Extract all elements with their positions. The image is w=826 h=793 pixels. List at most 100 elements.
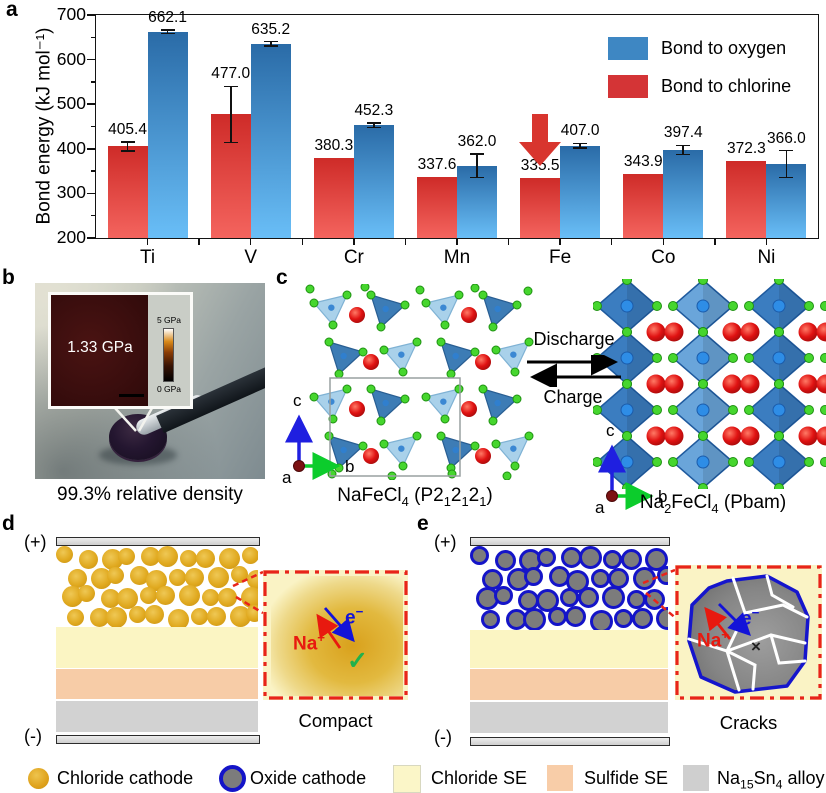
cl-atom <box>412 337 422 347</box>
a-axis-label: a <box>595 498 605 516</box>
chloride-particle <box>231 565 248 583</box>
x-tick <box>714 238 716 245</box>
legend-label-chlorine: Bond to chlorine <box>661 76 792 96</box>
cl-atom <box>774 379 784 389</box>
fe-atom <box>510 445 517 452</box>
octahedron-facet <box>703 436 733 488</box>
c-axis-label: c <box>293 391 302 410</box>
error-cap <box>676 153 691 156</box>
x-tick <box>404 238 407 245</box>
fe-atom <box>696 455 710 469</box>
cl-atom <box>305 284 315 294</box>
cl-atom <box>728 405 738 415</box>
cl-atom <box>454 384 464 394</box>
cl-atom <box>328 414 338 424</box>
cl-atom <box>652 353 662 363</box>
octahedron-facet <box>779 436 809 488</box>
electron-arrow <box>323 607 355 643</box>
bar-value-label: 372.3 <box>727 140 766 158</box>
error-cap <box>470 176 484 179</box>
error-cap <box>263 45 278 47</box>
cl-atom <box>470 347 480 357</box>
bar-value-label: 662.1 <box>148 9 187 27</box>
cl-atom <box>478 384 488 394</box>
error-cap <box>779 149 794 152</box>
oxide-particle <box>470 546 489 565</box>
oxide-particle <box>536 548 556 567</box>
na-atom <box>349 401 365 417</box>
bar-chlorine <box>107 146 148 238</box>
fe-atom <box>340 352 347 360</box>
error-cap <box>223 141 238 144</box>
na-atom <box>740 426 760 446</box>
bar-value-label: 343.9 <box>623 152 663 170</box>
octahedron-facet <box>779 384 809 436</box>
x-tick <box>198 238 200 245</box>
octahedron-facet <box>703 332 733 384</box>
error-bar <box>373 123 375 128</box>
na-atom <box>816 426 826 446</box>
negative-electrode-label-d: (-) <box>24 726 42 746</box>
cl-atom <box>470 441 480 451</box>
chloride-particle <box>169 568 186 586</box>
error-cap <box>366 122 381 125</box>
bar-value-label: 635.2 <box>251 20 291 38</box>
fe-atom <box>340 446 347 454</box>
na-atom <box>798 374 818 394</box>
bar-chlorine <box>313 157 354 238</box>
y-minor-tick <box>91 81 96 83</box>
cl-atom <box>668 405 678 415</box>
sulfide-se-layer-d <box>56 669 258 699</box>
bar-value-label: 337.6 <box>417 155 457 173</box>
b-axis-label: b <box>658 487 667 506</box>
bar-value-label: 380.3 <box>314 136 354 154</box>
cl-atom <box>309 298 319 308</box>
chart-legend: Bond to oxygen Bond to chlorine <box>608 37 791 98</box>
oxide-particle <box>656 607 668 630</box>
oxide-particle <box>614 609 633 628</box>
cl-atom <box>412 431 422 441</box>
x-category-label: V <box>244 247 258 268</box>
chloride-cathode-layer <box>56 546 258 627</box>
error-cap <box>573 142 588 145</box>
error-bar <box>126 141 129 151</box>
chloride-particle <box>219 548 240 569</box>
bar-oxygen <box>560 145 601 238</box>
bar-chlorine <box>417 176 457 238</box>
cl-atom <box>379 439 389 449</box>
nafecl4-caption: NaFeCl4 (P212121) <box>337 485 493 509</box>
error-bar <box>476 154 478 178</box>
chloride-particle <box>78 585 95 602</box>
chloride-particle <box>141 547 160 566</box>
cl-atom <box>804 405 814 415</box>
charge-label: Charge <box>543 387 603 407</box>
oxide-particle <box>523 608 546 630</box>
oxide-particle <box>493 586 513 605</box>
error-cap <box>263 40 278 43</box>
arrow-stem <box>532 113 549 142</box>
oxide-particle <box>590 569 610 588</box>
chloride-particle <box>79 550 98 569</box>
y-tick-label: 200 <box>56 227 86 247</box>
arrow-head <box>519 141 562 166</box>
cl-atom <box>324 431 334 441</box>
cl-atom <box>491 439 501 449</box>
x-category-label: Ni <box>757 247 776 268</box>
afm-inset: 1.33 GPa 5 GPa 0 GPa <box>48 292 193 409</box>
chloride-particle <box>180 550 197 567</box>
chloride-particle <box>107 566 124 584</box>
na-atom <box>475 354 491 370</box>
fe-atom <box>440 304 447 311</box>
chloride-particle <box>207 606 226 626</box>
fe-atom <box>772 299 786 313</box>
cl-atom <box>360 284 370 292</box>
oxide-particle <box>481 610 500 629</box>
oxide-cathode-legend: Oxide cathode <box>250 768 367 788</box>
na-atom <box>646 374 666 394</box>
chloride-cathode-icon <box>28 768 49 789</box>
error-cap <box>160 32 175 35</box>
bar-value-label: 362.0 <box>457 133 497 151</box>
chloride-particle <box>140 587 157 604</box>
panel-e-label: e <box>417 512 429 535</box>
panel-c-label: c <box>276 266 288 289</box>
